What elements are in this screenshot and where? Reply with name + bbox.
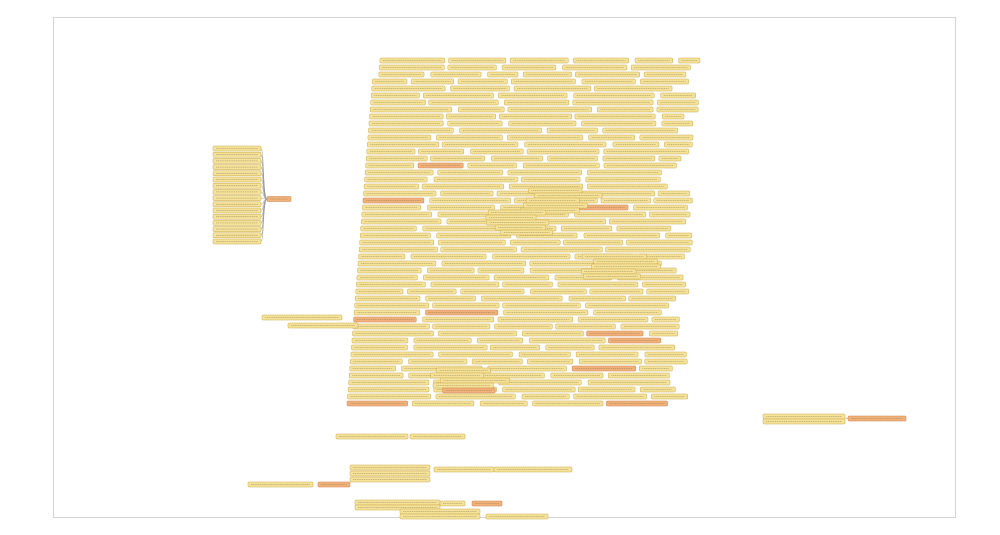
node bbox=[351, 344, 408, 351]
node bbox=[602, 155, 656, 162]
node bbox=[581, 120, 657, 127]
node bbox=[438, 239, 506, 246]
node bbox=[605, 246, 691, 253]
node bbox=[460, 288, 525, 295]
node bbox=[500, 229, 553, 236]
node bbox=[368, 127, 454, 134]
node bbox=[413, 344, 488, 351]
node bbox=[587, 169, 662, 176]
node bbox=[407, 288, 457, 295]
node bbox=[372, 78, 408, 85]
node bbox=[371, 85, 446, 92]
node bbox=[359, 239, 435, 246]
edges bbox=[260, 148, 849, 419]
edge bbox=[844, 417, 849, 419]
node bbox=[378, 71, 425, 78]
node bbox=[368, 120, 444, 127]
node bbox=[436, 232, 512, 239]
node bbox=[428, 99, 499, 106]
node bbox=[476, 337, 524, 344]
node bbox=[644, 351, 687, 358]
node bbox=[634, 57, 673, 64]
node bbox=[643, 71, 687, 78]
node bbox=[367, 134, 432, 141]
canvas-frame bbox=[53, 17, 956, 518]
node bbox=[450, 85, 510, 92]
node bbox=[352, 330, 434, 337]
node bbox=[577, 316, 649, 323]
node bbox=[433, 176, 519, 183]
node bbox=[366, 148, 416, 155]
node bbox=[287, 322, 359, 329]
nodes bbox=[212, 57, 907, 520]
node bbox=[427, 204, 495, 211]
node bbox=[347, 386, 430, 393]
node bbox=[502, 302, 581, 309]
node bbox=[417, 162, 464, 169]
node bbox=[527, 358, 574, 365]
node bbox=[360, 225, 417, 232]
node bbox=[651, 316, 680, 323]
node bbox=[520, 246, 603, 253]
node bbox=[545, 344, 595, 351]
node bbox=[353, 316, 417, 323]
node bbox=[418, 148, 465, 155]
node bbox=[630, 64, 691, 71]
node bbox=[656, 106, 699, 113]
node bbox=[603, 148, 689, 155]
node bbox=[371, 92, 420, 99]
node bbox=[640, 78, 689, 85]
node bbox=[467, 162, 517, 169]
node bbox=[555, 323, 616, 330]
node bbox=[429, 197, 511, 204]
node bbox=[532, 400, 604, 407]
node bbox=[597, 106, 654, 113]
node bbox=[364, 176, 428, 183]
node bbox=[661, 120, 694, 127]
node bbox=[522, 71, 572, 78]
node bbox=[646, 288, 689, 295]
node bbox=[440, 190, 494, 197]
node bbox=[470, 148, 524, 155]
node bbox=[594, 85, 673, 92]
node bbox=[524, 141, 607, 148]
node bbox=[422, 92, 494, 99]
node bbox=[354, 302, 429, 309]
node bbox=[507, 169, 582, 176]
node bbox=[550, 372, 604, 379]
node bbox=[365, 162, 415, 169]
node bbox=[492, 253, 571, 260]
node bbox=[432, 302, 500, 309]
node bbox=[438, 351, 513, 358]
node bbox=[487, 71, 519, 78]
node bbox=[530, 288, 587, 295]
node bbox=[563, 239, 623, 246]
node bbox=[573, 57, 630, 64]
node bbox=[447, 64, 497, 71]
edge bbox=[260, 198, 268, 242]
node bbox=[481, 295, 563, 302]
node bbox=[503, 309, 589, 316]
node bbox=[360, 232, 431, 239]
node bbox=[351, 337, 409, 344]
node bbox=[369, 106, 452, 113]
node bbox=[361, 211, 432, 218]
node bbox=[357, 260, 437, 267]
node bbox=[608, 337, 661, 344]
node bbox=[442, 387, 496, 394]
node bbox=[350, 358, 403, 365]
node bbox=[369, 113, 444, 120]
